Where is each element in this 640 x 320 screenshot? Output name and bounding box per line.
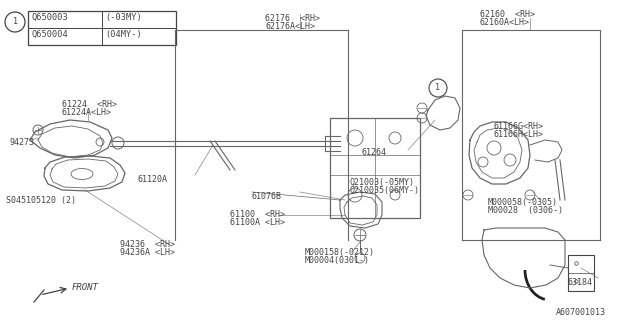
Bar xyxy=(568,255,594,291)
Text: M00004(0301-): M00004(0301-) xyxy=(305,256,370,265)
Text: 61224A<LH>: 61224A<LH> xyxy=(62,108,112,117)
Text: (04MY-): (04MY-) xyxy=(105,30,141,39)
Text: 61166H<LH>: 61166H<LH> xyxy=(494,130,544,139)
Text: 1: 1 xyxy=(13,18,17,27)
Text: Q650004: Q650004 xyxy=(31,30,68,39)
Text: (-03MY): (-03MY) xyxy=(105,13,141,22)
Text: M00028  (0306-): M00028 (0306-) xyxy=(488,206,563,215)
Text: 94273: 94273 xyxy=(10,138,35,147)
Text: M000158(-0212): M000158(-0212) xyxy=(305,248,375,257)
Text: 61264: 61264 xyxy=(362,148,387,157)
Text: Q21003(-05MY): Q21003(-05MY) xyxy=(350,178,415,187)
Text: 62160A<LH>: 62160A<LH> xyxy=(480,18,530,27)
Bar xyxy=(330,118,420,218)
Text: 63184: 63184 xyxy=(568,278,593,287)
Text: FRONT: FRONT xyxy=(72,284,99,292)
Text: A607001013: A607001013 xyxy=(556,308,606,317)
Text: Q650003: Q650003 xyxy=(31,13,68,22)
Bar xyxy=(28,11,176,45)
Text: 94236A <LH>: 94236A <LH> xyxy=(120,248,175,257)
Text: 1: 1 xyxy=(435,84,440,92)
Text: S045105120 (2): S045105120 (2) xyxy=(6,196,76,205)
Text: 61100  <RH>: 61100 <RH> xyxy=(230,210,285,219)
Text: 62160  <RH>: 62160 <RH> xyxy=(480,10,535,19)
Text: 62176  <RH>: 62176 <RH> xyxy=(265,14,320,23)
Text: 61076B: 61076B xyxy=(252,192,282,201)
Text: 61120A: 61120A xyxy=(138,175,168,184)
Text: M000058(-0305): M000058(-0305) xyxy=(488,198,558,207)
Text: 61100A <LH>: 61100A <LH> xyxy=(230,218,285,227)
Text: Q210035(06MY-): Q210035(06MY-) xyxy=(350,186,420,195)
Text: 61166G<RH>: 61166G<RH> xyxy=(494,122,544,131)
Text: 94236  <RH>: 94236 <RH> xyxy=(120,240,175,249)
Text: 62176A<LH>: 62176A<LH> xyxy=(265,22,315,31)
Text: 61224  <RH>: 61224 <RH> xyxy=(62,100,117,109)
